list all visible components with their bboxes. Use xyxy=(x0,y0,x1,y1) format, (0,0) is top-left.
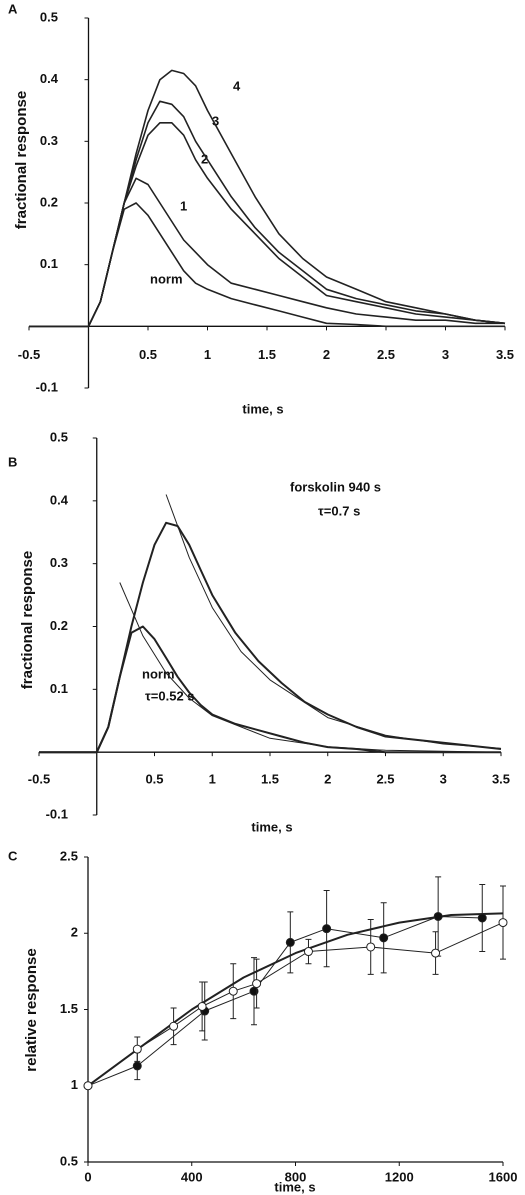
x-tick-label: 2 xyxy=(323,347,330,362)
marker xyxy=(366,942,376,952)
series-label: 2 xyxy=(201,151,208,166)
x-tick-label: 2.5 xyxy=(376,772,394,787)
x-tick-label: 3.5 xyxy=(492,772,510,787)
y-tick-label: 2.5 xyxy=(60,848,78,863)
x-tick-label: 400 xyxy=(181,1169,203,1184)
x-tick-label: 0.5 xyxy=(139,347,157,362)
y-tick-label: 0.3 xyxy=(40,133,58,148)
x-tick-label: 0.5 xyxy=(145,772,163,787)
x-tick-label: 3.5 xyxy=(496,347,514,362)
series-label: 1 xyxy=(180,198,187,213)
x-tick-label: 800 xyxy=(285,1169,307,1184)
data-line xyxy=(39,521,502,754)
marker xyxy=(132,1044,142,1054)
data-line xyxy=(29,69,506,328)
data-line xyxy=(87,912,504,1087)
y-tick-label: 0.1 xyxy=(40,256,58,271)
x-tick-label: 1 xyxy=(204,347,211,362)
marker xyxy=(322,924,332,934)
marker xyxy=(379,933,389,943)
y-tick-label: 0.4 xyxy=(50,492,69,507)
marker xyxy=(498,918,508,928)
x-tick-label: 2.5 xyxy=(377,347,395,362)
x-tick-label: 1.5 xyxy=(258,347,276,362)
data-line xyxy=(119,582,502,753)
x-tick-label: 0 xyxy=(84,1169,91,1184)
x-tick-label: 1.5 xyxy=(261,772,279,787)
series-label: 3 xyxy=(212,113,219,128)
x-axis-label: time, s xyxy=(242,401,283,416)
x-tick-label: 2 xyxy=(324,772,331,787)
data-line xyxy=(87,916,483,1087)
marker xyxy=(132,1061,142,1071)
x-tick-label: 3 xyxy=(440,772,447,787)
data-line xyxy=(29,122,506,328)
y-tick-label: 0.5 xyxy=(40,9,58,24)
marker xyxy=(433,911,443,921)
marker xyxy=(83,1081,93,1091)
y-tick-label: 2 xyxy=(71,925,78,940)
annotation: τ=0.52 s xyxy=(145,688,195,703)
x-tick-label: 1200 xyxy=(385,1169,414,1184)
x-axis-label: time, s xyxy=(251,819,292,834)
series-label: 4 xyxy=(233,78,241,93)
annotation: τ=0.7 s xyxy=(318,503,360,518)
x-tick-label: 1 xyxy=(209,772,216,787)
panel-letter: C xyxy=(8,848,18,863)
marker xyxy=(169,1021,179,1031)
data-line xyxy=(87,922,504,1087)
marker xyxy=(477,913,487,923)
marker xyxy=(431,948,441,958)
panel-letter: A xyxy=(8,1,18,16)
marker xyxy=(303,947,313,957)
y-tick-label: -0.1 xyxy=(46,806,68,821)
x-axis-label: time, s xyxy=(274,1179,315,1194)
y-axis-label: relative response xyxy=(23,948,40,1071)
x-tick-label: -0.5 xyxy=(18,347,40,362)
y-tick-label: -0.1 xyxy=(36,379,58,394)
series-label: norm xyxy=(142,666,175,681)
y-tick-label: 0.4 xyxy=(40,71,59,86)
x-tick-label: 1600 xyxy=(489,1169,518,1184)
y-tick-label: 0.2 xyxy=(40,194,58,209)
y-tick-label: 0.2 xyxy=(50,618,68,633)
data-line xyxy=(165,494,502,749)
marker xyxy=(252,979,262,989)
data-line xyxy=(29,202,505,328)
x-tick-label: -0.5 xyxy=(28,772,50,787)
y-axis-label: fractional response xyxy=(13,91,30,229)
data-line xyxy=(29,177,505,328)
y-tick-label: 0.1 xyxy=(50,681,68,696)
y-axis-label: fractional response xyxy=(19,551,36,689)
marker xyxy=(197,1001,207,1011)
marker xyxy=(285,937,295,947)
y-tick-label: 0.5 xyxy=(60,1153,78,1168)
y-tick-label: 1.5 xyxy=(60,1001,78,1016)
marker xyxy=(228,986,238,996)
series-label: forskolin 940 s xyxy=(290,479,381,494)
y-tick-label: 1 xyxy=(71,1077,78,1092)
series-label: norm xyxy=(150,271,183,286)
x-tick-label: 3 xyxy=(442,347,449,362)
panel-letter: B xyxy=(8,454,17,469)
data-line xyxy=(39,625,501,754)
y-tick-label: 0.3 xyxy=(50,555,68,570)
y-tick-label: 0.5 xyxy=(50,429,68,444)
